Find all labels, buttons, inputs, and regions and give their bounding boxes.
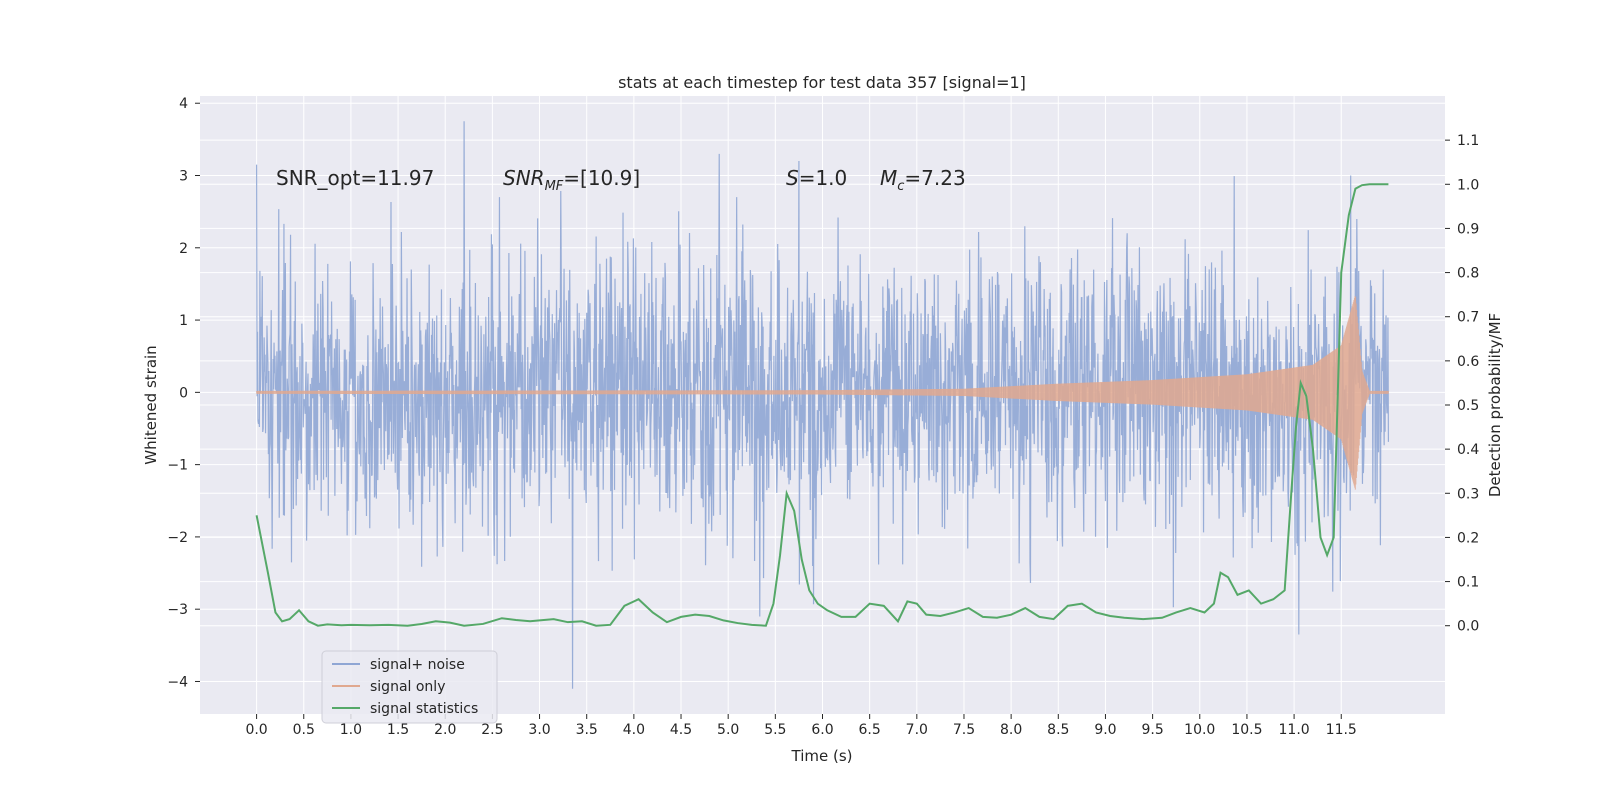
y-tick-label: −1 <box>167 458 188 474</box>
x-tick-label: 4.0 <box>623 722 645 738</box>
annotations: SNR_opt=11.97 SNRMF=[10.9] S=1.0 Mc=7.23 <box>276 166 966 194</box>
x-tick-label: 6.0 <box>811 722 833 738</box>
x-tick-label: 8.5 <box>1047 722 1069 738</box>
x-tick-label: 0.5 <box>293 722 315 738</box>
x-tick-label: 1.0 <box>340 722 362 738</box>
x-tick-label: 1.5 <box>387 722 409 738</box>
annotation-s-value: =1.0 <box>799 166 848 190</box>
x-tick-label: 2.0 <box>434 722 456 738</box>
chart-title: stats at each timestep for test data 357… <box>618 73 1026 92</box>
y-tick-label: 0 <box>179 385 188 401</box>
y-right-tick-label: 0.6 <box>1457 354 1479 370</box>
annotation-mc-symbol: M <box>880 166 897 190</box>
x-tick-label: 7.0 <box>906 722 928 738</box>
y-right-tick-label: 0.1 <box>1457 575 1479 591</box>
annotation-snr-opt: SNR_opt=11.97 <box>276 166 434 190</box>
y-tick-label: −4 <box>167 674 188 690</box>
x-tick-label: 11.5 <box>1326 722 1357 738</box>
legend: signal+ noise signal only signal statist… <box>321 650 498 724</box>
x-tick-label: 5.5 <box>764 722 786 738</box>
legend-label-signal-plus-noise: signal+ noise <box>370 657 465 673</box>
y-right-tick-label: 0.0 <box>1457 619 1479 635</box>
annotation-mc-sub: c <box>897 179 904 194</box>
series-signal-only <box>256 296 1389 490</box>
x-tick-label: 8.0 <box>1000 722 1022 738</box>
annotation-mc-value: =7.23 <box>904 166 965 190</box>
legend-label-signal-only: signal only <box>370 679 445 695</box>
series-signal-plus-noise <box>255 121 1390 689</box>
legend-label-signal-statistics: signal statistics <box>370 701 478 717</box>
x-tick-label: 4.5 <box>670 722 692 738</box>
annotation-snr-mf-main: SNR <box>503 166 545 190</box>
y-right-tick-label: 0.9 <box>1457 221 1479 237</box>
series-line-signal-statistics <box>255 183 1389 627</box>
x-tick-label: 5.0 <box>717 722 739 738</box>
series-line-signal-only <box>256 296 1389 490</box>
annotation-s: S=1.0 <box>786 166 847 190</box>
annotation-s-symbol: S <box>786 166 799 190</box>
y-tick-label: 3 <box>179 169 188 185</box>
y-tick-label: 4 <box>179 96 188 112</box>
x-tick-label: 9.0 <box>1094 722 1116 738</box>
y-right-tick-label: 0.2 <box>1457 530 1479 546</box>
y-right-tick-label: 1.1 <box>1457 133 1479 149</box>
y-axis-title: Whitened strain <box>142 345 160 464</box>
x-tick-label: 10.0 <box>1184 722 1215 738</box>
y-tick-label: 2 <box>179 241 188 257</box>
annotation-snr-mf: SNRMF=[10.9] <box>503 166 640 194</box>
series-signal-statistics <box>255 183 1389 627</box>
annotation-mc: Mc=7.23 <box>880 166 966 194</box>
y-right-tick-label: 0.8 <box>1457 266 1479 282</box>
x-tick-label: 11.0 <box>1279 722 1310 738</box>
x-tick-label: 7.5 <box>953 722 975 738</box>
y-axis-right-title: Detection probability/MF <box>1486 313 1504 497</box>
x-tick-label: 10.5 <box>1231 722 1262 738</box>
x-tick-label: 3.0 <box>528 722 550 738</box>
x-tick-label: 6.5 <box>859 722 881 738</box>
annotation-snr-mf-value: =[10.9] <box>563 166 640 190</box>
y-right-tick-label: 1.0 <box>1457 177 1479 193</box>
y-right-tick-label: 0.5 <box>1457 398 1479 414</box>
x-tick-label: 9.5 <box>1141 722 1163 738</box>
y-tick-label: −3 <box>167 602 188 618</box>
x-tick-label: 0.0 <box>245 722 267 738</box>
x-axis-title: Time (s) <box>791 747 853 765</box>
y-right-tick-label: 0.7 <box>1457 310 1479 326</box>
y-right-tick-label: 0.3 <box>1457 486 1479 502</box>
y-right-tick-label: 0.4 <box>1457 442 1479 458</box>
y-tick-label: 1 <box>179 313 188 329</box>
legend-box <box>321 650 498 724</box>
annotation-snr-mf-sub: MF <box>545 179 564 194</box>
x-tick-label: 3.5 <box>576 722 598 738</box>
x-tick-label: 2.5 <box>481 722 503 738</box>
y-tick-label: −2 <box>167 530 188 546</box>
axes: 0.0 0.5 1.0 1.5 2.0 2.5 3.0 3.5 4.0 4.5 5.0 5.5 6.0 6… <box>167 96 1479 738</box>
series-line-signal-plus-noise <box>255 121 1390 689</box>
